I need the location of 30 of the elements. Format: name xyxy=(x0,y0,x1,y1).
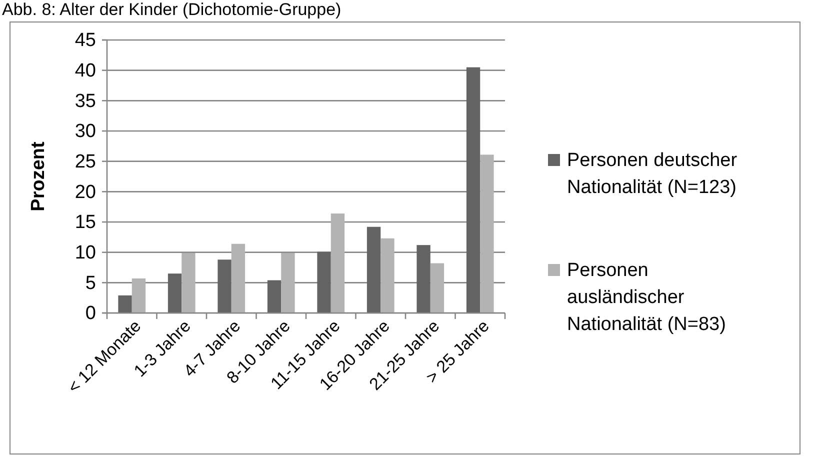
bar xyxy=(380,238,394,313)
bar xyxy=(182,252,196,313)
bar xyxy=(466,67,480,313)
y-tick-label: 35 xyxy=(74,90,96,112)
legend-label: Personen deutscher Nationalität (N=123) xyxy=(567,150,738,198)
legend-label: Personen ausländischer Nationalität (N=83) xyxy=(567,260,726,335)
bar xyxy=(118,295,132,313)
bar xyxy=(480,154,494,313)
y-tick-label: 10 xyxy=(74,242,96,264)
y-axis-title: Prozent xyxy=(28,141,49,212)
bar xyxy=(267,280,282,313)
bar xyxy=(132,278,146,313)
y-tick-label: 45 xyxy=(74,30,96,52)
bar xyxy=(416,245,430,313)
bar xyxy=(168,274,182,313)
bar xyxy=(330,214,345,313)
bar xyxy=(430,263,444,313)
chart-title: Abb. 8: Alter der Kinder (Dichotomie-Gruppe) xyxy=(2,0,342,19)
bar xyxy=(281,252,295,313)
y-tick-label: 25 xyxy=(74,151,96,172)
bar xyxy=(317,252,331,313)
y-tick-label: 40 xyxy=(74,60,96,82)
bar xyxy=(366,226,381,313)
y-tick-label: 20 xyxy=(74,182,96,203)
y-tick-label: 15 xyxy=(74,212,96,234)
bar xyxy=(218,260,232,313)
y-tick-label: 0 xyxy=(85,303,96,324)
y-tick-label: 30 xyxy=(74,121,96,142)
y-tick-label: 5 xyxy=(85,272,96,294)
bar xyxy=(231,244,246,313)
